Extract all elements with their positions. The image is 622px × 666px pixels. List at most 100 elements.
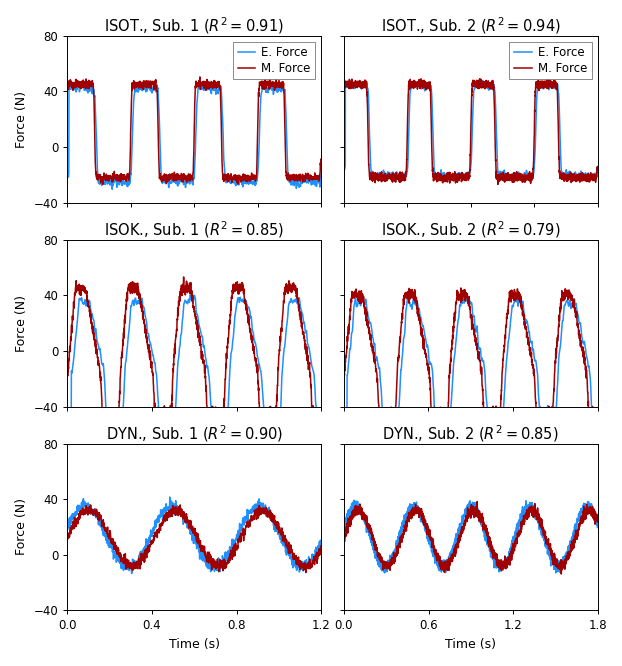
- Line: M. Force: M. Force: [344, 288, 598, 420]
- E. Force: [177, 338, 184, 346]
- Line: E. Force: E. Force: [67, 497, 321, 573]
- E. Force: [514, 526, 521, 534]
- M. Force: [355, 507, 362, 515]
- E. Force: [106, 543, 114, 551]
- M. Force: [370, 348, 378, 356]
- M. Force: [177, 288, 184, 296]
- M. Force: [544, 74, 552, 82]
- M. Force: [63, 365, 71, 373]
- X-axis label: Time (s): Time (s): [169, 638, 220, 651]
- M. Force: [197, 547, 205, 555]
- M. Force: [181, 176, 188, 184]
- E. Force: [151, 85, 159, 93]
- M. Force: [494, 180, 502, 188]
- M. Force: [455, 175, 463, 183]
- E. Force: [166, 493, 174, 501]
- M. Force: [360, 292, 367, 300]
- E. Force: [360, 300, 368, 308]
- E. Force: [125, 181, 132, 189]
- M. Force: [317, 155, 325, 163]
- E. Force: [370, 341, 378, 349]
- E. Force: [368, 167, 376, 175]
- E. Force: [388, 415, 395, 423]
- M. Force: [261, 419, 269, 427]
- M. Force: [457, 284, 465, 292]
- M. Force: [557, 570, 565, 578]
- M. Force: [317, 549, 325, 557]
- M. Force: [453, 292, 461, 300]
- M. Force: [317, 411, 325, 419]
- M. Force: [435, 553, 443, 561]
- E. Force: [197, 546, 205, 554]
- Line: E. Force: E. Force: [67, 82, 321, 189]
- E. Force: [381, 569, 388, 577]
- E. Force: [272, 78, 280, 86]
- E. Force: [83, 296, 91, 304]
- M. Force: [197, 81, 205, 89]
- Title: DYN., Sub. 1 ($R^2 = 0.90$): DYN., Sub. 1 ($R^2 = 0.90$): [106, 423, 283, 444]
- Y-axis label: Force (N): Force (N): [15, 294, 28, 352]
- E. Force: [455, 170, 463, 178]
- M. Force: [368, 172, 376, 180]
- M. Force: [314, 172, 322, 180]
- Legend: E. Force, M. Force: E. Force, M. Force: [509, 41, 592, 79]
- E. Force: [97, 519, 104, 527]
- Line: M. Force: M. Force: [344, 78, 598, 184]
- M. Force: [208, 408, 216, 416]
- M. Force: [347, 81, 355, 89]
- E. Force: [594, 517, 601, 525]
- M. Force: [177, 501, 184, 509]
- M. Force: [63, 533, 71, 541]
- E. Force: [63, 171, 71, 179]
- E. Force: [355, 501, 362, 509]
- Line: M. Force: M. Force: [67, 505, 321, 573]
- E. Force: [174, 505, 182, 513]
- Legend: E. Force, M. Force: E. Force, M. Force: [233, 41, 315, 79]
- M. Force: [340, 83, 348, 91]
- M. Force: [97, 512, 104, 520]
- M. Force: [302, 569, 310, 577]
- Title: ISOT., Sub. 1 ($R^2 = 0.91$): ISOT., Sub. 1 ($R^2 = 0.91$): [104, 15, 284, 36]
- M. Force: [555, 153, 563, 161]
- Line: M. Force: M. Force: [344, 501, 598, 574]
- E. Force: [63, 412, 71, 420]
- E. Force: [555, 99, 563, 107]
- E. Force: [317, 170, 325, 178]
- Y-axis label: Force (N): Force (N): [15, 498, 28, 555]
- Line: E. Force: E. Force: [344, 81, 598, 179]
- M. Force: [360, 82, 367, 90]
- E. Force: [350, 496, 358, 504]
- M. Force: [594, 165, 601, 173]
- Line: E. Force: E. Force: [344, 500, 598, 573]
- E. Force: [444, 562, 452, 570]
- M. Force: [340, 370, 348, 378]
- E. Force: [314, 176, 322, 184]
- Line: M. Force: M. Force: [67, 77, 321, 184]
- M. Force: [443, 566, 451, 574]
- E. Force: [448, 388, 456, 396]
- M. Force: [514, 531, 521, 539]
- E. Force: [485, 408, 493, 416]
- M. Force: [594, 516, 601, 524]
- M. Force: [340, 533, 348, 541]
- M. Force: [202, 553, 210, 561]
- E. Force: [453, 325, 461, 333]
- E. Force: [517, 175, 524, 183]
- E. Force: [93, 338, 101, 346]
- E. Force: [340, 405, 348, 413]
- M. Force: [375, 176, 383, 184]
- E. Force: [360, 81, 367, 89]
- Title: DYN., Sub. 2 ($R^2 = 0.85$): DYN., Sub. 2 ($R^2 = 0.85$): [383, 423, 559, 444]
- M. Force: [394, 549, 402, 557]
- E. Force: [203, 559, 210, 567]
- Line: E. Force: E. Force: [67, 295, 321, 422]
- M. Force: [448, 346, 455, 354]
- M. Force: [106, 528, 114, 536]
- Title: ISOT., Sub. 2 ($R^2 = 0.94$): ISOT., Sub. 2 ($R^2 = 0.94$): [381, 15, 561, 36]
- M. Force: [473, 498, 481, 505]
- E. Force: [128, 569, 136, 577]
- E. Force: [435, 560, 443, 568]
- M. Force: [181, 285, 188, 293]
- M. Force: [83, 297, 91, 305]
- M. Force: [151, 78, 159, 86]
